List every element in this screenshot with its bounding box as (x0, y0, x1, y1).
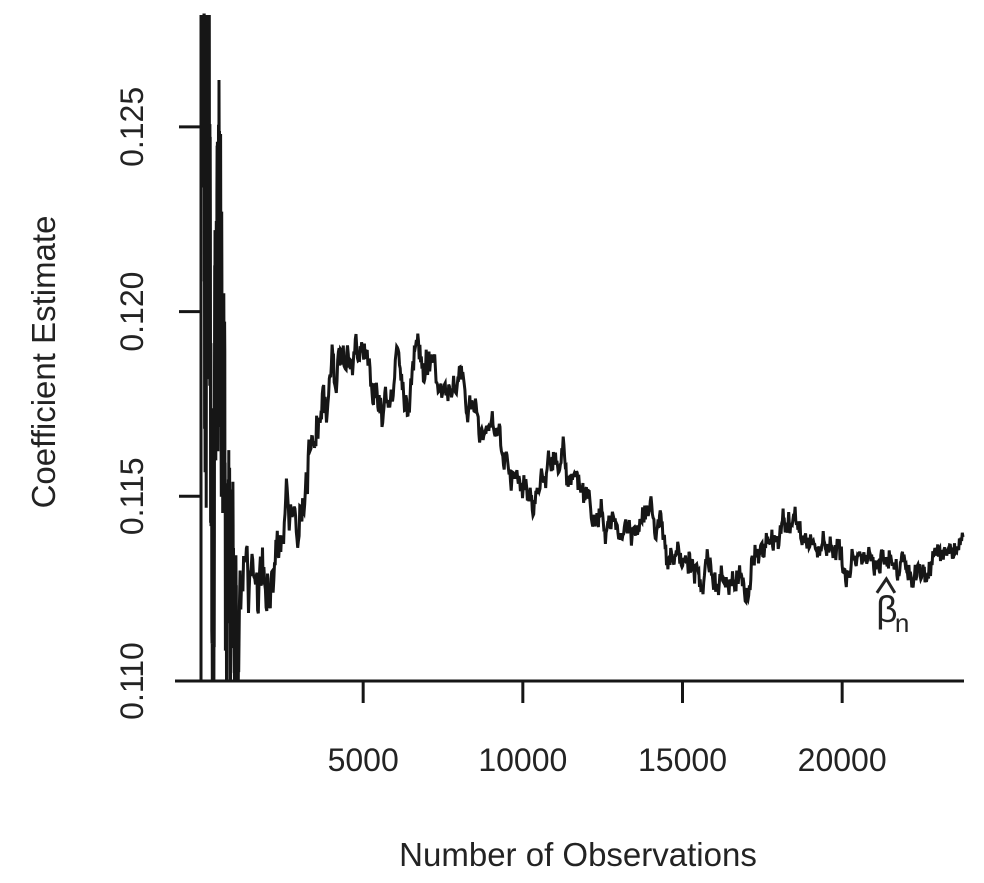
y-axis-title: Coefficient Estimate (25, 216, 62, 509)
x-tick-label: 15000 (638, 742, 727, 778)
x-tick-label: 20000 (798, 742, 887, 778)
coefficient-estimate-line (202, 13, 965, 683)
y-tick-label: 0.120 (114, 272, 150, 352)
beta-hat-annotation: β n (875, 576, 909, 638)
x-tick-label: 10000 (478, 742, 567, 778)
beta-hat-accent-icon (875, 576, 897, 594)
y-tick-label: 0.110 (114, 642, 150, 720)
x-tick-label: 5000 (328, 742, 399, 778)
y-tick-label: 0.115 (114, 457, 150, 535)
beta-symbol: β (876, 589, 897, 630)
y-tick-label: 0.125 (114, 87, 150, 167)
axes: 5000 10000 15000 20000 0.110 0.115 0.120 0.125 (114, 15, 964, 778)
beta-subscript: n (895, 608, 909, 638)
x-axis-title: Number of Observations (399, 836, 757, 873)
